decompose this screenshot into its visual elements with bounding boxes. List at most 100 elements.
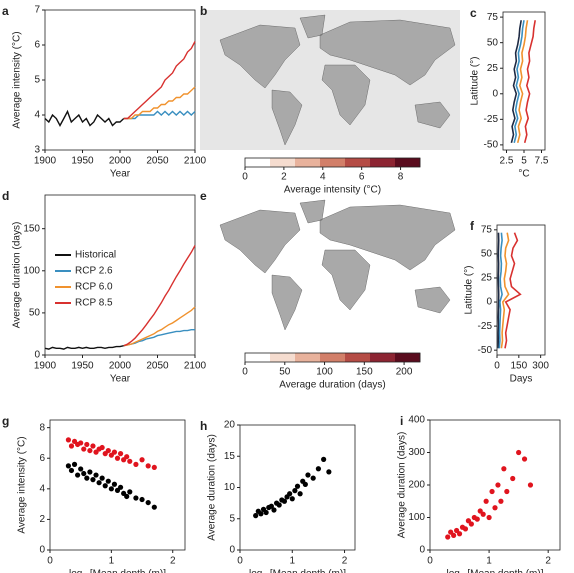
scatter-point <box>292 488 298 494</box>
scatter-point <box>462 526 469 532</box>
colorbar-cell <box>270 353 296 362</box>
panel-letter: a <box>2 4 9 18</box>
scatter-point <box>305 472 311 478</box>
scatter-point <box>474 516 480 522</box>
x-tick-label: 1950 <box>71 156 94 167</box>
y-tick-label: 150 <box>23 223 40 234</box>
scatter-point <box>84 441 90 448</box>
x-tick-label: 2 <box>170 556 176 567</box>
scatter-point <box>527 482 534 488</box>
x-tick-label: 2 <box>545 556 551 567</box>
series-line <box>123 110 196 120</box>
scatter-point <box>93 472 99 478</box>
scatter-point <box>87 469 93 475</box>
x-axis-label: °C <box>518 169 529 180</box>
x-tick-label: 0 <box>237 556 243 567</box>
colorbar-cell <box>395 158 421 167</box>
y-tick-label: 50 <box>29 308 41 319</box>
colorbar-frame <box>244 352 421 363</box>
x-axis-label: log₁₀[Mean depth (m)] <box>446 569 543 573</box>
legend-label: RCP 6.0 <box>75 282 113 293</box>
y-tick-label: 15 <box>224 451 236 462</box>
profile-line <box>523 20 536 144</box>
y-tick-label: 6 <box>34 40 40 51</box>
scatter-point <box>90 443 96 449</box>
x-tick-label: 1900 <box>34 156 57 167</box>
scatter-point <box>253 513 259 519</box>
scatter-point <box>489 488 495 495</box>
scatter-point <box>281 498 288 504</box>
scatter-point <box>124 454 130 460</box>
legend-label: RCP 2.6 <box>75 266 113 277</box>
scatter-point <box>68 443 75 449</box>
y-axis-label: Average duration (days) <box>207 434 218 541</box>
colorbar-tick-label: 2 <box>281 172 287 183</box>
x-tick-label: 300 <box>532 361 549 372</box>
x-tick-label: 5 <box>521 156 527 167</box>
colorbar-cell <box>295 353 321 362</box>
x-tick-label: 2100 <box>184 361 207 372</box>
scatter-point <box>96 480 102 486</box>
plot-frame <box>44 194 196 356</box>
scatter-point <box>263 509 269 516</box>
y-tick-label: 100 <box>408 512 425 523</box>
profile-line <box>498 232 503 349</box>
y-tick-label: 0 <box>419 545 425 556</box>
scatter-point <box>81 446 87 452</box>
colorbar-tick-label: 4 <box>320 172 326 183</box>
y-tick-label: 400 <box>408 415 425 426</box>
profile-line <box>497 232 500 349</box>
scatter-point <box>139 457 145 463</box>
y-tick-label: 5 <box>34 75 40 86</box>
colorbar-tick-label: 0 <box>242 367 248 378</box>
panel-letter: c <box>470 6 477 20</box>
scatter-point <box>268 503 274 509</box>
y-axis-label: Average intensity (°C) <box>17 436 28 533</box>
panel-letter: h <box>200 419 207 433</box>
colorbar-cell <box>320 158 346 167</box>
x-tick-label: 2050 <box>146 361 169 372</box>
series-line <box>123 86 196 120</box>
x-axis-label: Days <box>510 374 533 385</box>
x-axis-label: log₁₀[Mean depth (m)] <box>69 569 166 573</box>
colorbar-cell <box>245 158 271 167</box>
y-tick-label: 0 <box>34 350 40 361</box>
plot-frame <box>49 419 186 551</box>
colorbar-tick-label: 200 <box>396 367 413 378</box>
scatter-point <box>151 464 157 471</box>
y-axis-label: Average intensity (°C) <box>12 31 23 128</box>
scatter-point <box>445 534 451 540</box>
y-tick-label: 75 <box>481 224 493 235</box>
scatter-point <box>315 466 322 472</box>
scatter-point <box>105 447 111 454</box>
y-axis-label: Latitude (°) <box>470 56 481 105</box>
y-axis-label: Average duration (days) <box>397 432 408 539</box>
scatter-point <box>108 486 114 492</box>
y-axis-label: Average duration (days) <box>12 222 23 329</box>
plot-frame <box>502 11 546 151</box>
map-e <box>200 195 460 345</box>
y-tick-label: 20 <box>224 420 236 431</box>
y-tick-label: 25 <box>487 63 499 74</box>
x-tick-label: 2050 <box>146 156 169 167</box>
y-tick-label: 0 <box>39 545 45 556</box>
map-b <box>200 10 460 150</box>
scatter-point <box>521 456 528 462</box>
series-line <box>123 245 196 347</box>
panel-letter: e <box>200 189 207 203</box>
scatter-point <box>451 532 457 538</box>
y-tick-label: 0 <box>492 88 498 99</box>
x-tick-label: 2100 <box>184 156 207 167</box>
profile-line <box>504 232 522 349</box>
scatter-point <box>492 505 498 511</box>
scatter-point <box>271 507 277 513</box>
y-axis-label: Latitude (°) <box>464 265 475 314</box>
profile-line <box>513 20 525 144</box>
colorbar-cell <box>345 158 371 167</box>
scatter-point <box>117 451 124 457</box>
y-tick-label: 50 <box>481 249 493 260</box>
colorbar-label: Average intensity (°C) <box>284 185 381 196</box>
profile-line <box>510 20 522 144</box>
scatter-point <box>510 475 516 482</box>
